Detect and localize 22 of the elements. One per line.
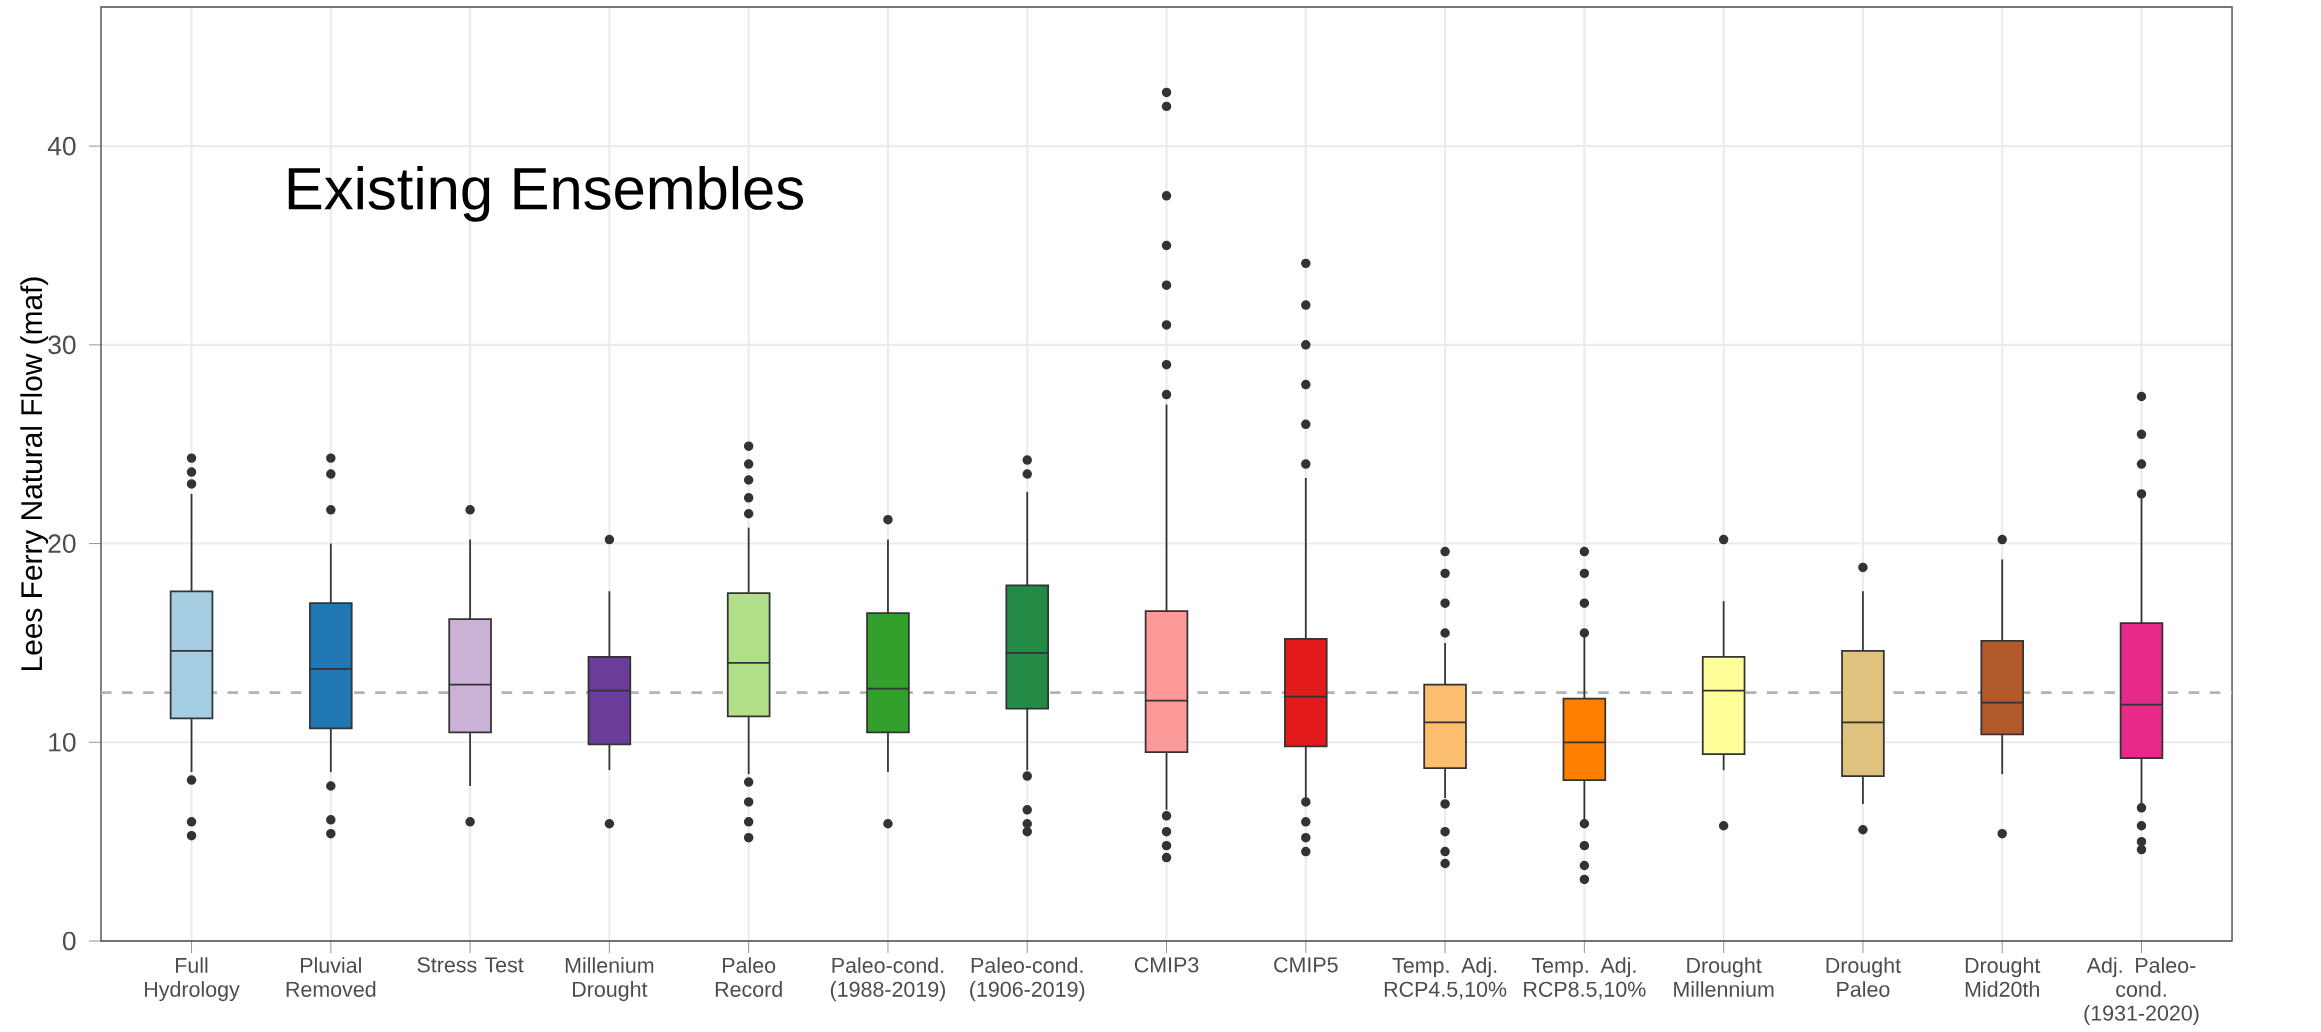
x-tick-label: Temp. Adj. RCP8.5,10% xyxy=(1524,957,1646,1000)
y-tick-label: 20 xyxy=(48,534,76,553)
y-tick-label: 0 xyxy=(62,931,76,951)
x-tick-label: Paleo-cond. (1988-2019) xyxy=(830,957,945,1002)
y-axis-title: Lees Ferry Natural Flow (maf) xyxy=(20,277,49,670)
x-tick-label: Paleo Record xyxy=(715,957,782,997)
y-tick-label: 30 xyxy=(48,335,76,355)
y-tick-label: 40 xyxy=(47,136,76,156)
x-tick-label: Drought Mid20th xyxy=(1965,957,2041,997)
x-tick-label: Paleo-cond. (1906-2019) xyxy=(970,957,1085,1002)
x-tick-label: CMIP5 xyxy=(1274,957,1338,973)
y-tick-label: 10 xyxy=(49,732,76,752)
annotation: Existing Ensembles xyxy=(288,165,803,222)
x-tick-label: Pluvial Removed xyxy=(286,957,376,997)
x-tick-label: CMIP3 xyxy=(1134,957,1199,973)
x-tick-label: Adj. Paleo-cond. (1931-2020) xyxy=(2084,957,2199,1026)
x-tick-label: Temp. Adj. RCP4.5,10% xyxy=(1384,957,1507,1000)
x-tick-label: Drought Millennium xyxy=(1674,957,1774,997)
x-tick-label: Full Hydrology xyxy=(145,957,240,1002)
x-tick-label: Millenium Drought xyxy=(565,957,654,1002)
x-tick-label: Drought Paleo xyxy=(1826,957,1901,997)
x-tick-label: Stress Test xyxy=(417,957,524,973)
